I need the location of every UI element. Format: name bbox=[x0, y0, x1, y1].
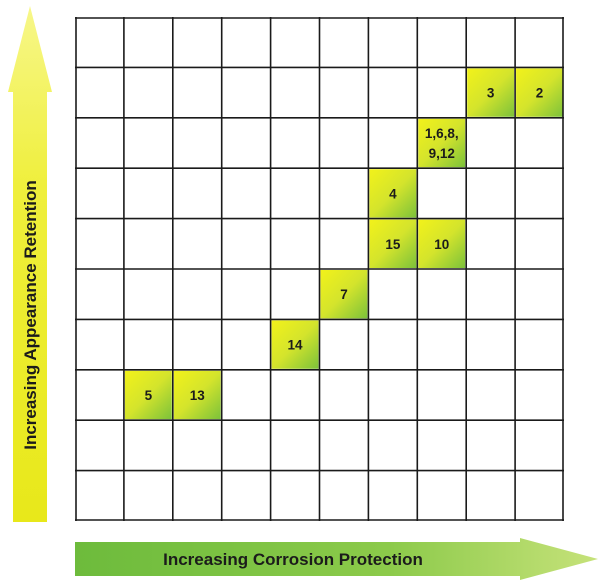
cell-4-fill bbox=[369, 169, 417, 218]
x-axis-label: Increasing Corrosion Protection bbox=[163, 550, 423, 569]
cell-3-fill bbox=[467, 68, 515, 117]
cell-3: 3 bbox=[467, 68, 515, 117]
cell-7-fill bbox=[320, 270, 368, 319]
cell-15-label-1: 15 bbox=[385, 237, 401, 252]
grid-lines bbox=[75, 17, 564, 521]
cell-13-label-1: 13 bbox=[190, 388, 206, 403]
y-arrow-shape bbox=[8, 6, 52, 522]
cell-1-6-8-9-12: 1,6,8, 9,12 bbox=[418, 118, 466, 168]
appearance-retention-arrow: Increasing Appearance Retention bbox=[8, 6, 52, 522]
cell-14-fill bbox=[271, 320, 319, 369]
cell-2-label-1: 2 bbox=[536, 86, 544, 101]
cell-2-fill bbox=[516, 68, 563, 117]
highlighted-cells: 3 2 1,6,8, 9,12 4 15 10 7 14 5 13 bbox=[124, 68, 563, 420]
corrosion-protection-arrow: Increasing Corrosion Protection bbox=[75, 538, 598, 580]
cell-4: 4 bbox=[369, 169, 417, 218]
cell-3-label-1: 3 bbox=[487, 86, 495, 101]
cell-5-label-1: 5 bbox=[145, 388, 153, 403]
cell-2: 2 bbox=[516, 68, 563, 117]
cell-14-label-1: 14 bbox=[288, 338, 304, 353]
cell-10-label-1: 10 bbox=[434, 237, 449, 252]
cell-4-label-1: 4 bbox=[389, 186, 397, 201]
cell-10: 10 bbox=[418, 219, 466, 268]
cell-14: 14 bbox=[271, 320, 319, 369]
cell-5-fill bbox=[124, 370, 172, 420]
cell-15: 15 bbox=[369, 219, 417, 268]
cell-7-label-1: 7 bbox=[340, 287, 348, 302]
cell-5: 5 bbox=[124, 370, 172, 420]
cell-1-6-8-9-12-label-1: 1,6,8, bbox=[425, 126, 459, 141]
cell-13-fill bbox=[173, 370, 221, 420]
cell-10-fill bbox=[418, 219, 466, 268]
x-arrow-shape bbox=[75, 538, 598, 580]
cell-15-fill bbox=[369, 219, 417, 268]
y-axis-label: Increasing Appearance Retention bbox=[21, 180, 40, 450]
cell-1-6-8-9-12-label-2: 9,12 bbox=[429, 146, 455, 161]
rating-grid: 3 2 1,6,8, 9,12 4 15 10 7 14 5 13 bbox=[75, 17, 564, 521]
cell-1-6-8-9-12-fill bbox=[418, 118, 466, 168]
cell-7: 7 bbox=[320, 270, 368, 319]
cell-13: 13 bbox=[173, 370, 221, 420]
